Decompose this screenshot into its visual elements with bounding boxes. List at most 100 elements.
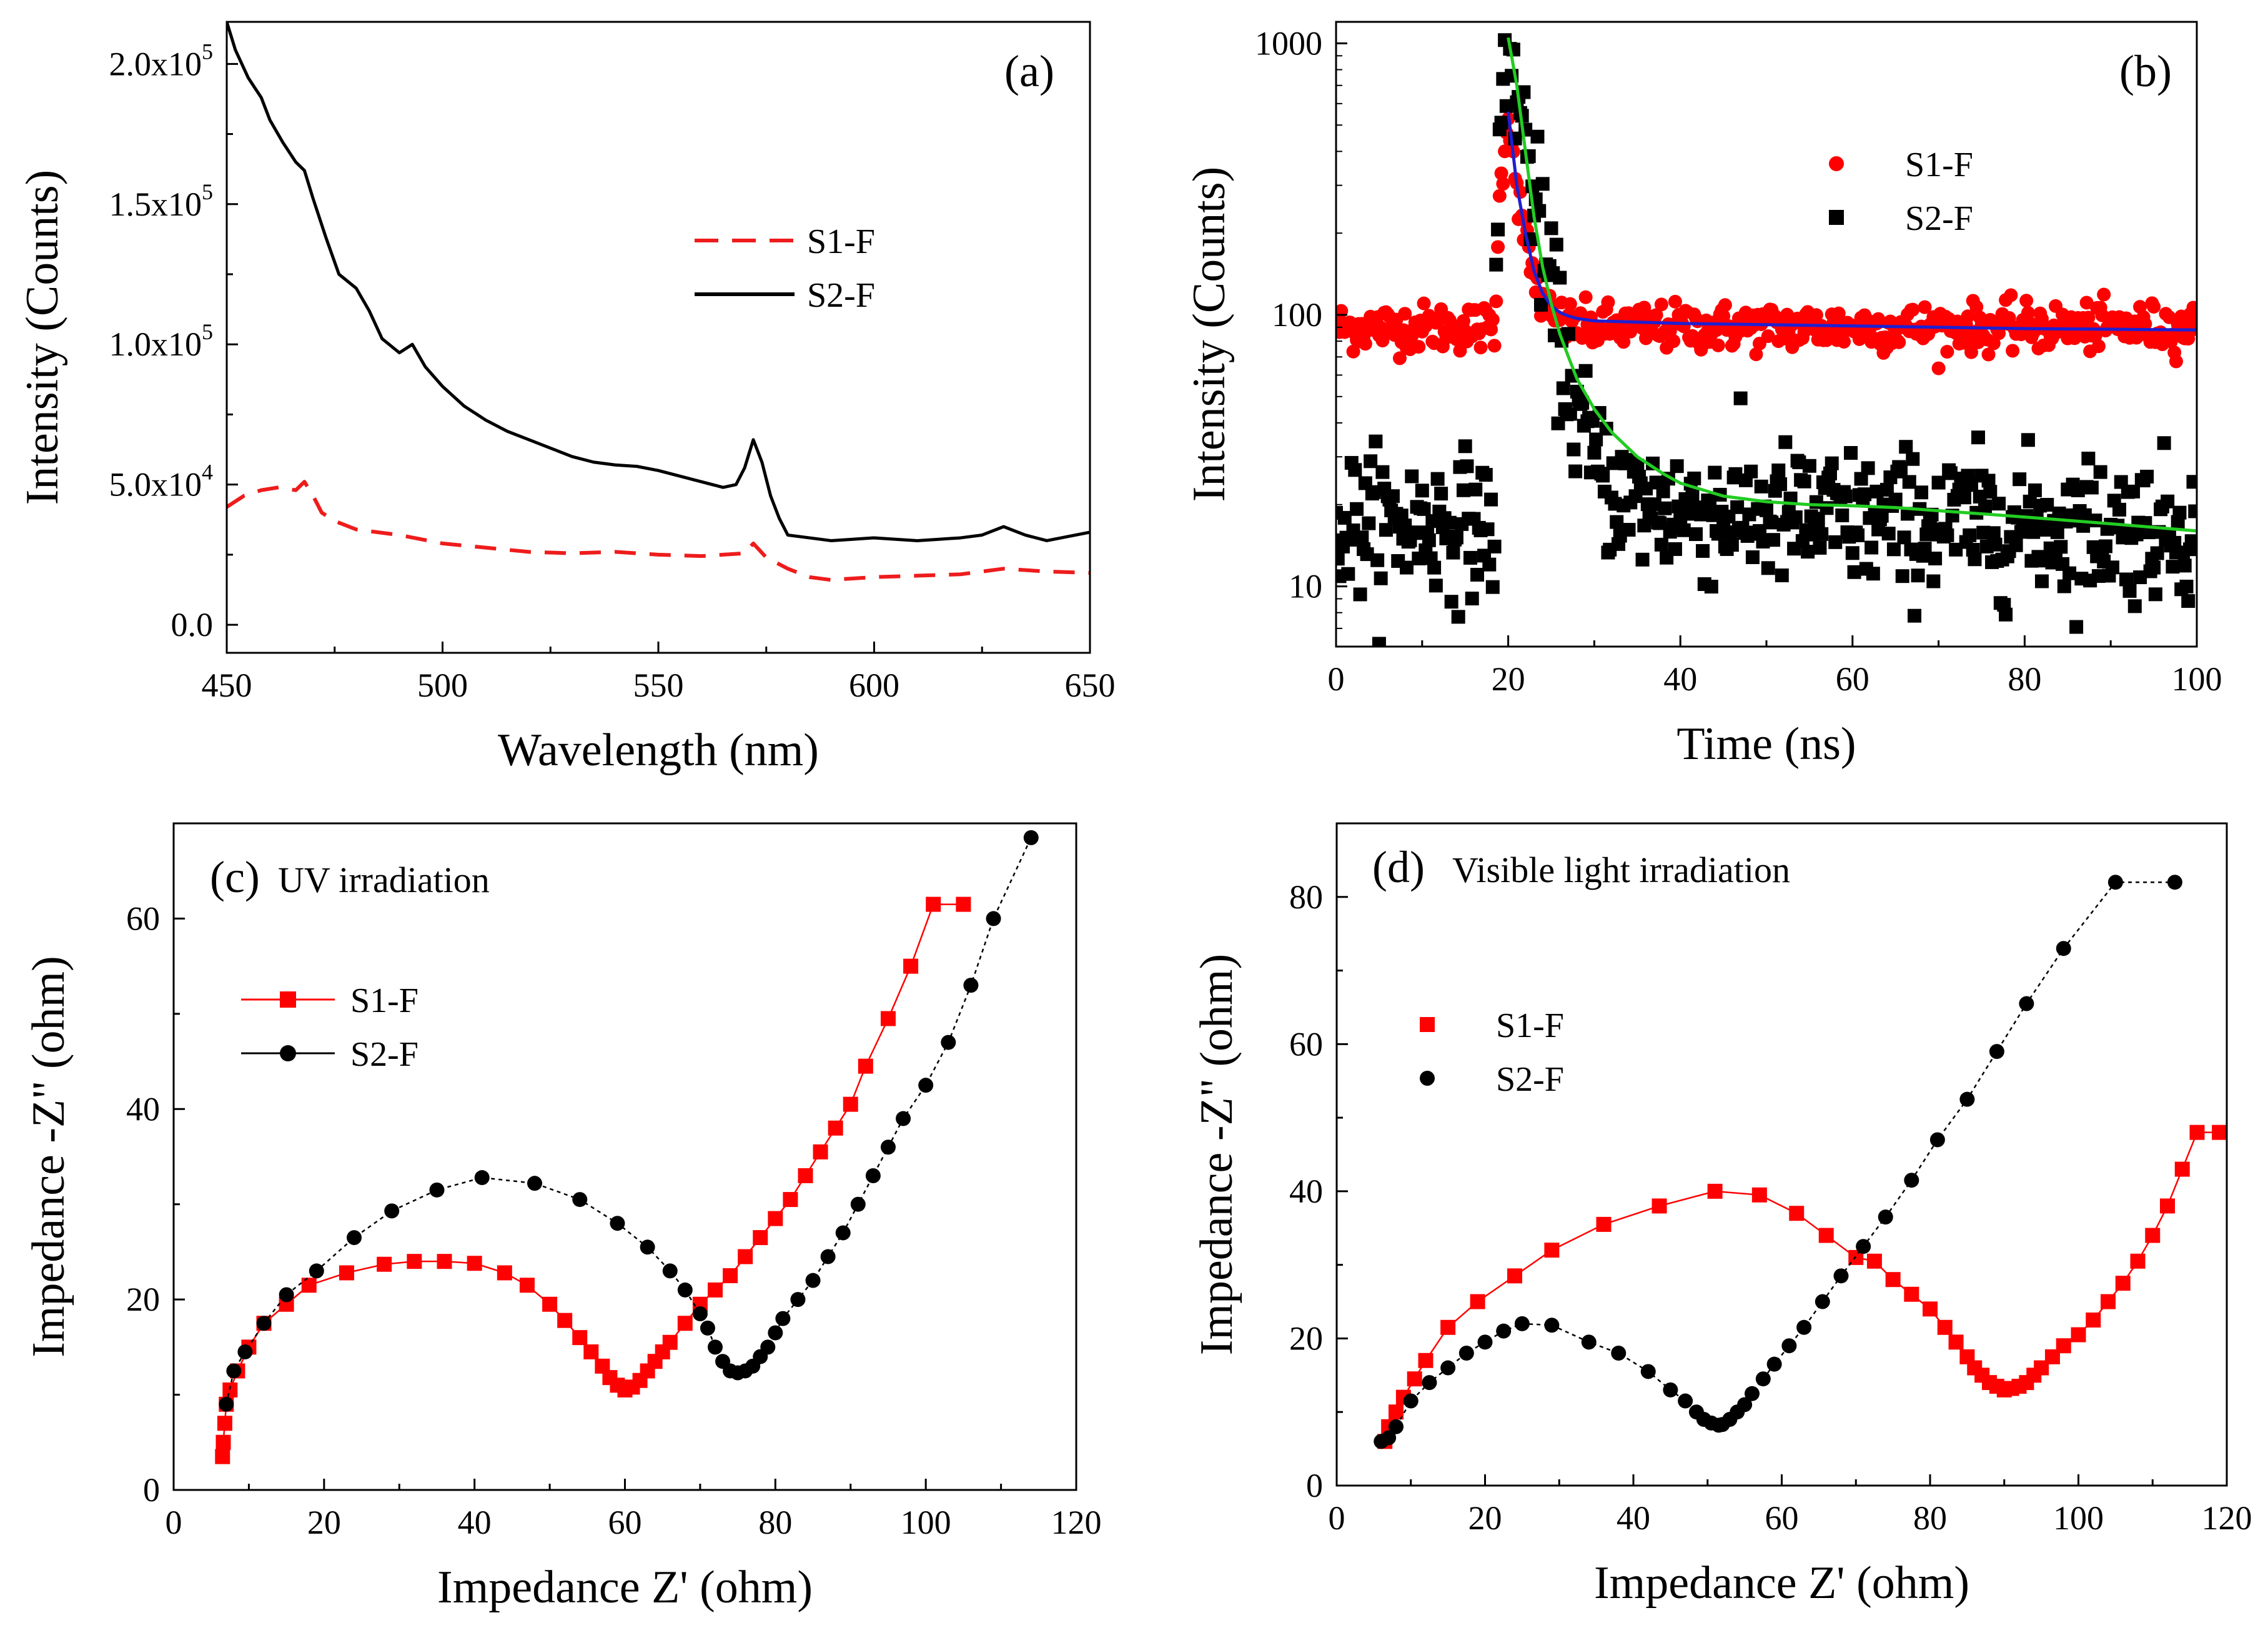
data-point-S1-F	[2186, 300, 2197, 315]
data-point-S2-F	[2166, 560, 2180, 574]
data-point-S2-F	[1788, 510, 1803, 524]
y-tick-label-a: 1.0x105	[109, 319, 214, 363]
data-point-S2-F	[1815, 527, 1829, 541]
data-point-S2-F	[1900, 507, 1914, 521]
data-point-S1-F	[339, 1265, 354, 1281]
data-point-S2-F	[1379, 523, 1393, 537]
data-point-S1-F	[1668, 294, 1682, 309]
x-tick-label-c: 100	[901, 1504, 951, 1541]
data-point-S2-F	[1480, 522, 1495, 537]
data-point-S2-F	[1888, 492, 1903, 507]
data-point-S1-F	[2006, 344, 2020, 358]
data-point-S2-F	[1367, 485, 1381, 499]
x-tick-label-c: 80	[758, 1504, 792, 1541]
data-point-S2-F	[1427, 560, 1442, 575]
data-point-S2-F	[1532, 204, 1547, 218]
legend-c: S1-F S2-F	[241, 981, 418, 1074]
data-point-S1-F	[1617, 335, 1631, 349]
data-point-S2-F	[1656, 484, 1670, 499]
series-S1-F-points	[1377, 1124, 2227, 1449]
data-point-S1-F	[828, 1120, 843, 1136]
data-point-S2-F	[2034, 574, 2049, 588]
data-point-S2-F	[1360, 547, 1374, 562]
data-point-S2-F	[1797, 474, 1811, 489]
data-point-S2-F	[986, 911, 1001, 926]
legend-marker-S1-F	[1420, 1017, 1435, 1032]
data-point-S2-F	[1348, 463, 1362, 477]
data-point-S2-F	[2177, 558, 2192, 573]
data-point-S1-F	[1961, 309, 1975, 324]
data-point-S1-F	[222, 1382, 238, 1397]
data-point-S1-F	[557, 1313, 573, 1328]
data-point-S1-F	[1492, 189, 1507, 203]
data-point-S2-F	[527, 1176, 542, 1191]
data-point-S1-F	[1440, 1319, 1456, 1335]
data-point-S2-F	[2056, 941, 2071, 956]
data-point-S2-F	[1442, 515, 1457, 530]
data-point-S2-F	[347, 1230, 362, 1246]
data-point-S2-F	[2179, 579, 2194, 593]
data-point-S1-F	[2189, 1124, 2205, 1140]
x-tick-label-a: 450	[202, 667, 252, 704]
data-point-S2-F	[708, 1339, 723, 1355]
data-point-S2-F	[1899, 440, 1913, 454]
data-point-S2-F	[2157, 436, 2171, 450]
data-point-S2-F	[1858, 487, 1872, 502]
data-point-S2-F	[1485, 580, 1500, 594]
data-point-S1-F	[1496, 177, 1510, 191]
data-point-S2-F	[1630, 459, 1645, 473]
legend-marker-S2-F	[1420, 1071, 1435, 1086]
panel-a: 450 500 550 600 650 0.0 5.0x104 1.0x105 1.5x105 2…	[17, 21, 1116, 776]
data-point-S2-F	[2088, 514, 2102, 528]
data-point-S2-F	[1622, 523, 1636, 537]
data-point-S2-F	[963, 978, 979, 993]
data-point-S1-F	[2079, 295, 2094, 310]
data-point-S2-F	[677, 1282, 693, 1298]
data-point-S2-F	[1530, 129, 1545, 144]
data-point-S2-F	[1992, 497, 2006, 511]
data-point-S2-F	[2021, 433, 2035, 447]
series-S2-F-line	[1380, 881, 2175, 1442]
data-point-S1-F	[798, 1168, 813, 1183]
x-tick-label-d: 80	[1913, 1499, 1947, 1537]
data-point-S1-F	[1533, 309, 1548, 323]
data-point-S1-F	[1831, 306, 1846, 320]
y-tick-label-d: 80	[1289, 878, 1323, 916]
data-point-S2-F	[1756, 534, 1770, 549]
data-point-S1-F	[1578, 290, 1593, 304]
legend-marker-S1-F	[1829, 156, 1844, 171]
data-point-S2-F	[1369, 434, 1383, 449]
data-point-S2-F	[896, 1111, 911, 1126]
data-point-S1-F	[2095, 308, 2109, 322]
data-point-S2-F	[1911, 568, 1925, 583]
data-point-S1-F	[407, 1254, 422, 1269]
data-point-S2-F	[1943, 466, 1958, 480]
data-point-S2-F	[1838, 489, 1853, 504]
data-point-S2-F	[1881, 527, 1896, 541]
legend-label-S1-F: S1-F	[1905, 146, 1973, 184]
data-point-S2-F	[1926, 574, 1941, 588]
data-point-S2-F	[1847, 565, 1861, 579]
data-point-S2-F	[1730, 500, 1745, 514]
data-point-S2-F	[1687, 471, 1701, 485]
legend-label-S1-F: S1-F	[807, 222, 875, 261]
data-point-S2-F	[1489, 257, 1503, 272]
data-point-S2-F	[1781, 1338, 1797, 1354]
legend-a: S1-F S2-F	[695, 222, 875, 315]
data-point-S1-F	[542, 1296, 558, 1312]
data-point-S2-F	[1988, 537, 2003, 552]
x-axis-label-a: Wavelength (nm)	[498, 725, 819, 776]
data-point-S2-F	[1971, 430, 1985, 445]
data-point-S2-F	[1336, 552, 1345, 566]
data-point-S2-F	[610, 1216, 625, 1231]
data-point-S1-F	[1918, 300, 1932, 314]
data-point-S2-F	[775, 1311, 791, 1326]
data-point-S1-F	[1544, 1243, 1560, 1258]
data-point-S2-F	[1640, 1364, 1656, 1379]
data-point-S1-F	[753, 1230, 768, 1246]
data-point-S1-F	[1937, 1319, 1953, 1335]
data-point-S2-F	[1792, 455, 1806, 470]
data-point-S2-F	[1801, 545, 1815, 559]
data-point-S1-F	[880, 1011, 896, 1026]
